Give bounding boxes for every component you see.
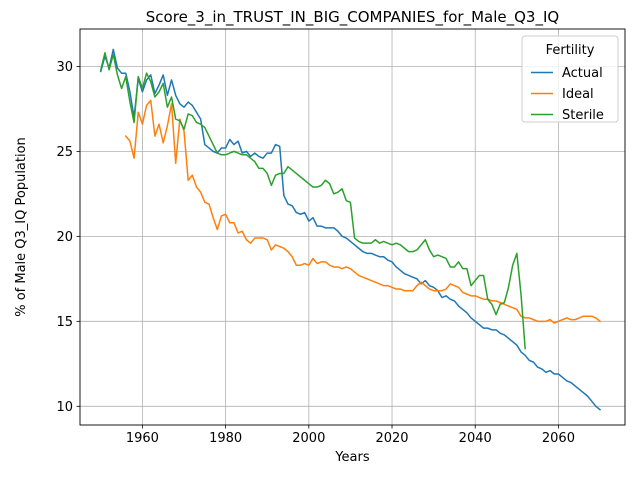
series-layer [99,48,602,411]
legend-item-sterile: Sterile [531,108,604,123]
y-tick-label: 25 [56,145,73,160]
series-line-actual [99,48,602,411]
x-tick-label: 2020 [375,431,408,446]
series-line-sterile [99,52,526,350]
x-axis-label: Years [334,450,370,465]
chart-title: Score_3_in_TRUST_IN_BIG_COMPANIES_for_Ma… [146,8,559,27]
series-sterile [99,52,526,350]
x-tick-label: 2060 [542,431,575,446]
y-tick-label: 15 [56,315,73,330]
legend: Fertility Actual Ideal Sterile [521,35,619,123]
legend-box [521,35,619,123]
y-axis-label: % of Male Q3_IQ Population [14,137,29,317]
legend-item-ideal: Ideal [531,87,594,102]
series-actual [99,48,602,411]
y-tick-label: 30 [56,60,73,75]
x-tick-label: 2040 [459,431,492,446]
x-axis: 1960 1980 2000 2020 2040 2060 [126,425,575,446]
y-tick-label: 20 [56,230,73,245]
legend-item-actual: Actual [531,66,603,81]
y-axis: 10 15 20 25 30 [56,60,80,415]
plot-frame [79,28,626,426]
legend-label: Sterile [562,108,604,123]
legend-label: Actual [562,66,603,81]
y-tick-label: 10 [56,400,73,415]
x-tick-label: 1960 [126,431,159,446]
legend-label: Ideal [562,87,594,102]
x-tick-label: 1980 [209,431,242,446]
series-line-ideal [124,99,602,324]
legend-title: Fertility [546,43,595,58]
x-tick-label: 2000 [292,431,325,446]
series-ideal [124,99,602,324]
